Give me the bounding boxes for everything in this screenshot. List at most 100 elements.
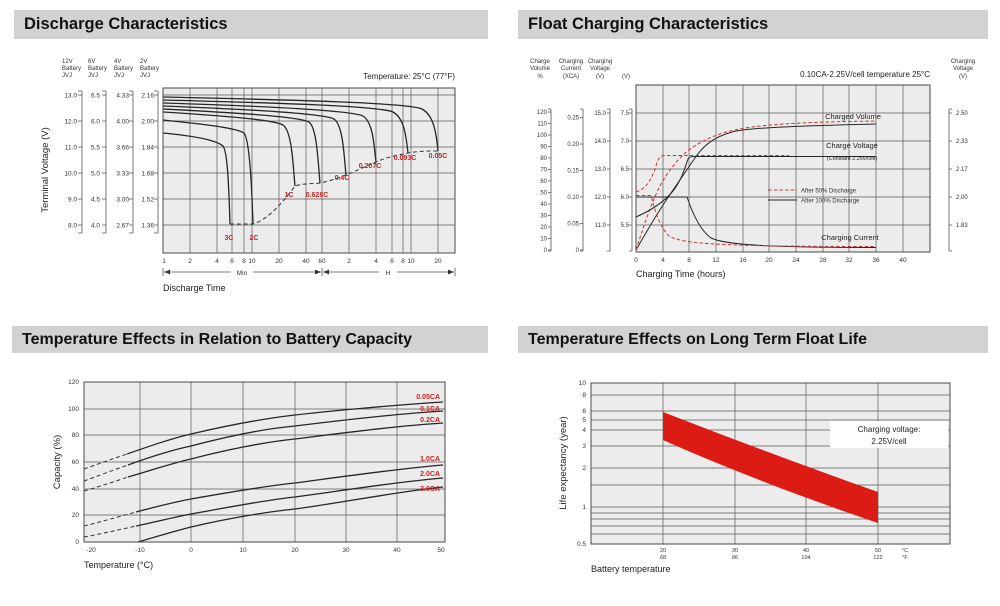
- curve-10ca: [135, 464, 444, 513]
- y-tick: 6.5: [91, 93, 100, 100]
- y-tick: 2.00: [141, 119, 154, 126]
- y-tick: 60: [540, 179, 547, 185]
- curve-0207c: [162, 102, 377, 163]
- axis-col-header: 2V: [140, 59, 147, 65]
- y-tick: 0.15: [567, 169, 579, 175]
- y-tick: 8.0: [68, 223, 77, 230]
- h-gridlines: [84, 408, 445, 516]
- y-tick: 3.33: [116, 171, 129, 178]
- plot-frame: [162, 87, 456, 254]
- curve-1c: [162, 111, 296, 187]
- y-tick: 4.0: [91, 223, 100, 230]
- x-tick: 2: [188, 258, 192, 265]
- y-tick: 8: [582, 392, 586, 399]
- y-tick: 2.67: [116, 223, 129, 230]
- axis-col-header: JVJ: [140, 73, 150, 79]
- y-tick: 0.20: [567, 142, 579, 148]
- x-tick: 40: [302, 258, 310, 265]
- x-tick: 4: [374, 258, 378, 265]
- plot-area: [636, 85, 930, 252]
- curve-2c: [162, 119, 254, 225]
- y-tick: 20: [72, 512, 80, 519]
- curve-005ca-dashed: [83, 453, 128, 470]
- rate-label: 0.2CA: [420, 417, 440, 424]
- y-tick: 2.50: [956, 111, 968, 117]
- x-tick-f: 68: [660, 555, 666, 561]
- axis-col-header: %: [537, 74, 543, 80]
- y-tick: 5.0: [91, 171, 100, 178]
- y-tick: 50: [540, 191, 547, 197]
- curve-charged-volume-100: [635, 123, 877, 251]
- x-tick: 4: [215, 258, 219, 265]
- section-title-capacity: Temperature Effects in Relation to Batte…: [12, 326, 488, 353]
- axis-col-header: Charging: [588, 59, 612, 65]
- curve-charged-volume-50: [635, 120, 877, 251]
- y-tick: 20: [540, 225, 547, 231]
- x-tick: 10: [239, 547, 247, 554]
- y-tick: 11.0: [65, 145, 78, 152]
- y-axis-brackets: [78, 90, 159, 234]
- x-tick: 50: [437, 547, 445, 554]
- curve-005ca: [126, 401, 444, 455]
- y-tick: 10: [579, 380, 587, 387]
- curve-20ca-dashed: [83, 525, 137, 538]
- legend-label-100: After 100% Discharge: [801, 199, 860, 205]
- section-title-float-life: Temperature Effects on Long Term Float L…: [518, 326, 988, 353]
- y-axis-title: Life expectancy (year): [558, 416, 569, 509]
- chart-capacity: 0.05CA 0.1CA 0.2CA 1.0CA 2.0CA 3.0CA 120…: [52, 379, 446, 570]
- y-tick: 4.33: [116, 93, 129, 100]
- annotation-box: [830, 421, 948, 448]
- y-tick: 6.0: [91, 119, 100, 126]
- curve-20ca: [135, 477, 444, 527]
- axis-col-header: JVJ: [114, 73, 124, 79]
- x-tick: -20: [86, 547, 96, 554]
- x-tick: 36: [872, 257, 880, 264]
- y-tick: 10.0: [64, 171, 77, 178]
- time-range-bars: [162, 268, 456, 276]
- range-label-h: H: [386, 270, 391, 277]
- arrow-right-icon: [448, 269, 454, 275]
- x-tick: 20: [291, 547, 299, 554]
- y-tick: 9.0: [68, 197, 77, 204]
- annotation-line2: 2.25V/cell: [871, 437, 906, 446]
- y-tick: 40: [540, 202, 547, 208]
- x-tick-f: 104: [801, 555, 810, 561]
- axis-col-header: Volume: [530, 66, 551, 72]
- y-tick: 3.00: [116, 197, 129, 204]
- section-title-float-charging: Float Charging Characteristics: [518, 10, 988, 39]
- x-axis-title: Battery temperature: [591, 564, 671, 574]
- x-tick: 20: [434, 258, 442, 265]
- x-tick-c: 50: [875, 548, 881, 554]
- x-tick: 1: [162, 258, 166, 265]
- curve-04c: [162, 105, 347, 176]
- curve-01ca: [127, 410, 444, 466]
- curve-02ca: [127, 422, 444, 478]
- y-tick: 5: [582, 417, 586, 424]
- y-tick: 6.0: [621, 195, 630, 201]
- y-tick: 1.83: [956, 223, 968, 229]
- x-tick: 20: [765, 257, 773, 264]
- y-tick: 1: [582, 504, 586, 511]
- final-voltage-guide: [230, 150, 439, 225]
- x-tick: 0: [634, 257, 638, 264]
- x-tick: 32: [845, 257, 853, 264]
- y-tick: 4.5: [91, 197, 100, 204]
- curve-01ca-dashed: [83, 464, 129, 482]
- y-axis-title: Capacity (%): [52, 435, 63, 489]
- rate-label: 1C: [285, 192, 294, 199]
- axis-col-header: Voltage: [953, 66, 974, 72]
- curve-label-charged-volume: Charged Volume: [825, 112, 881, 121]
- plot-frame: [635, 84, 931, 253]
- x-tick: 4: [661, 257, 665, 264]
- chart-float-charging: Charged Volume Charge Voltage (Constant …: [530, 59, 975, 279]
- rate-label: 0.05C: [429, 153, 448, 160]
- curve-charging-current-100: [636, 196, 877, 248]
- x-tick: 8: [401, 258, 405, 265]
- arrow-left-icon: [323, 269, 329, 275]
- axis-col-header: 4V: [114, 59, 121, 65]
- x-axis-title: Discharge Time: [163, 283, 226, 293]
- curve-charge-voltage-100: [635, 156, 876, 218]
- rate-label: 2.0CA: [420, 471, 440, 478]
